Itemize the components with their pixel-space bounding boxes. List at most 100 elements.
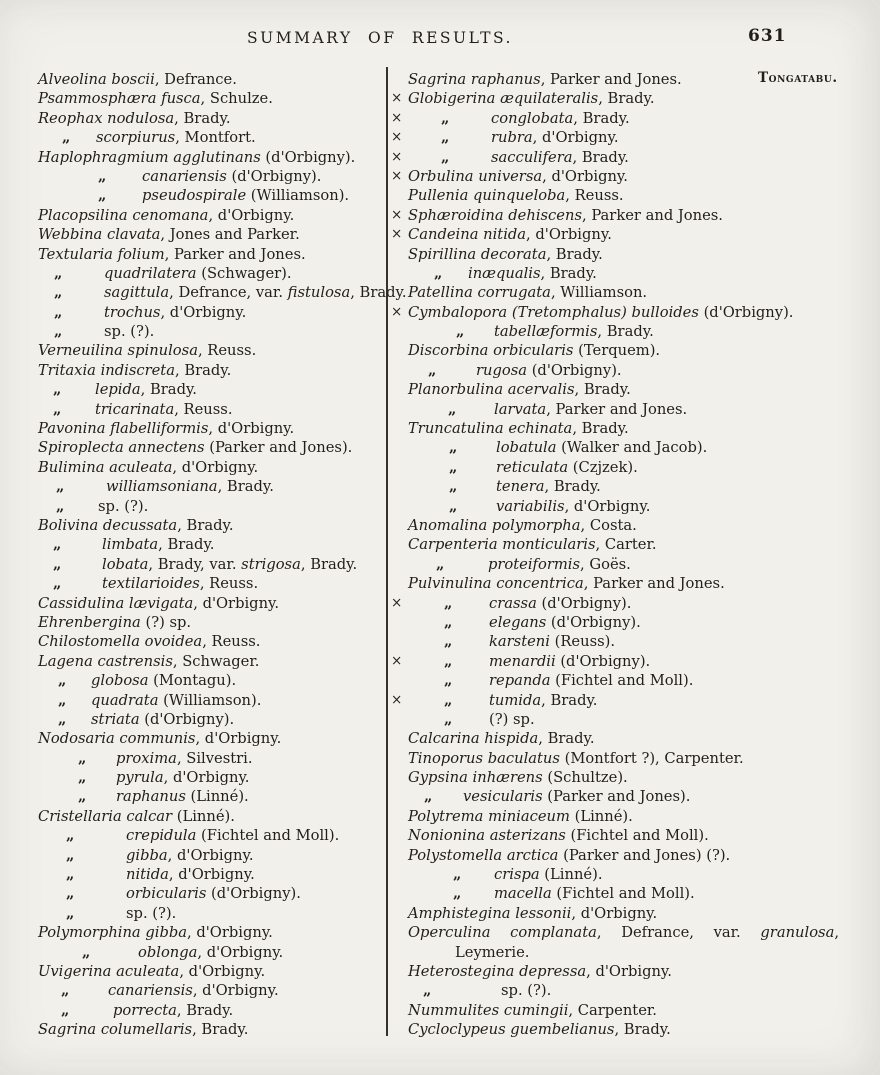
species-entry-text: Amphistegina lessonii, d'Orbigny. [408, 904, 874, 923]
species-line: „ (?) sp. [408, 710, 874, 729]
species-entry-text: rugosa (d'Orbigny). [476, 361, 874, 380]
species-entry-text: proteiformis, Goës. [488, 555, 874, 574]
taxon-name: williamsoniana [106, 478, 218, 496]
species-entry-text: limbata, Brady. [102, 535, 385, 554]
author-citation: , Reuss. [174, 400, 233, 418]
taxon-name: lepida [95, 381, 141, 399]
species-line: „ porrecta, Brady. [38, 1001, 385, 1020]
taxon-name: canariensis [142, 167, 227, 185]
ditto-mark: „ [428, 361, 437, 379]
ditto-mark: „ [449, 478, 458, 496]
species-line: × „ menardii (d'Orbigny). [391, 652, 874, 671]
ditto-mark: „ [444, 672, 453, 690]
species-entry-text: orbicularis (d'Orbigny). [126, 884, 385, 903]
taxon-name: proteiformis [488, 555, 581, 573]
author-citation: , Silvestri. [176, 749, 253, 767]
taxon-name: rugosa [476, 361, 528, 379]
taxon-name: Placopsilina cenomana [38, 206, 209, 224]
taxon-name: Alveolina boscii [38, 71, 155, 88]
taxon-name: Textularia folium [38, 245, 165, 263]
taxon-name: macella [494, 885, 552, 903]
species-line: „ tabellæformis, Brady. [408, 322, 874, 341]
ditto-mark: „ [434, 264, 443, 282]
author-citation: sp. (?). [98, 497, 149, 515]
taxon-name: pyrula [116, 769, 164, 787]
species-line: „ limbata, Brady. [38, 535, 385, 554]
author-citation: , d'Orbigny. [208, 206, 295, 224]
species-line: Bolivina decussata, Brady. [38, 516, 385, 535]
taxon-name: textilarioides [102, 575, 200, 593]
author-citation: , Brady. [174, 109, 231, 127]
author-citation: , Defrance, var. [169, 284, 288, 302]
author-citation: (Reuss). [549, 633, 616, 651]
ditto-mark: „ [436, 555, 445, 573]
ditto-mark: „ [441, 129, 450, 147]
author-citation: , Brady. [614, 1021, 671, 1039]
species-entry-text: Anomalina polymorpha, Costa. [408, 516, 874, 535]
author-citation: , Parker and Jones. [546, 400, 688, 418]
presence-cross-mark: × [391, 652, 403, 669]
ditto-mark: „ [53, 381, 62, 399]
species-entry-text: Chilostomella ovoidea, Reuss. [38, 632, 385, 651]
species-line: Planorbulina acervalis, Brady. [408, 380, 874, 399]
taxon-name: globosa [91, 672, 149, 690]
ditto-mark: „ [66, 846, 75, 864]
species-line: „ quadrilatera (Schwager). [38, 264, 385, 283]
author-citation: , Carter. [595, 536, 657, 554]
author-citation: , d'Orbigny. [172, 458, 259, 476]
taxon-name: tenera [496, 478, 545, 496]
species-line: Gypsina inhærens (Schultze). [408, 768, 874, 787]
species-entry-text: Polystomella arctica (Parker and Jones) … [408, 846, 874, 865]
species-line: „ tricarinata, Reuss. [38, 400, 385, 419]
species-entry-text: sp. (?). [104, 322, 385, 341]
species-line: „ sp. (?). [38, 904, 385, 923]
species-entry-text: crepidula (Fichtel and Moll). [126, 826, 385, 845]
species-line: „ variabilis, d'Orbigny. [408, 497, 874, 516]
author-citation: , Brady. [544, 478, 601, 496]
taxon-name: repanda [489, 672, 551, 690]
author-citation: , d'Orbigny. [586, 962, 672, 980]
author-citation: , Reuss. [197, 342, 257, 360]
author-citation: , d'Orbigny. [208, 420, 295, 438]
species-entry-text: Sagrina columellaris, Brady. [38, 1020, 385, 1039]
species-line: Cristellaria calcar (Linné). [38, 807, 385, 826]
author-citation: , d'Orbigny. [168, 866, 255, 884]
author-citation: (Schultze). [542, 769, 628, 787]
species-entry-text: Pulvinulina concentrica, Parker and Jone… [408, 574, 874, 593]
author-citation: , d'Orbigny. [193, 594, 280, 612]
author-citation: , Brady. [176, 1001, 234, 1019]
taxon-name: Orbulina universa [408, 167, 543, 185]
species-line: Truncatulina echinata, Brady. [408, 419, 874, 438]
author-citation: , d'Orbigny. [160, 303, 247, 321]
species-entry-text: sagittula, Defrance, var. fistulosa, Bra… [104, 283, 407, 302]
ditto-mark: „ [53, 400, 62, 418]
ditto-mark: „ [54, 323, 63, 341]
ditto-mark: „ [423, 982, 432, 1000]
taxon-name: Sphæroidina dehiscens [408, 206, 582, 224]
species-line: Calcarina hispida, Brady. [408, 729, 874, 748]
species-line: × „ tumida, Brady. [391, 691, 874, 710]
page-header-title: SUMMARY OF RESULTS. [247, 29, 513, 47]
species-line: Patellina corrugata, Williamson. [408, 283, 874, 302]
species-entry-text: Candeina nitida, d'Orbigny. [408, 225, 874, 244]
species-entry-text: pyrula, d'Orbigny. [116, 768, 385, 787]
species-entry-text: karsteni (Reuss). [489, 632, 874, 651]
taxon-name: Cymbalopora (Tretomphalus) bulloides [408, 303, 699, 321]
species-line: „ vesicularis (Parker and Jones). [408, 787, 874, 806]
taxon-name: Verneuilina spinulosa [38, 342, 198, 360]
species-line: Chilostomella ovoidea, Reuss. [38, 632, 385, 651]
taxon-name: quadrata [91, 691, 159, 709]
author-citation: (Linné). [539, 866, 603, 884]
author-citation: , Brady. [541, 691, 598, 709]
species-line: Placopsilina cenomana, d'Orbigny. [38, 206, 385, 225]
taxon-name: Gypsina inhærens [408, 769, 543, 787]
author-citation: sp. (?). [501, 982, 552, 1000]
taxon-name: crepidula [126, 827, 197, 845]
taxon-name: porrecta [113, 1001, 177, 1019]
species-entry-text: larvata, Parker and Jones. [494, 400, 874, 419]
species-entry-text: Cymbalopora (Tretomphalus) bulloides (d'… [408, 303, 874, 322]
author-citation: (Williamson). [158, 691, 262, 709]
species-list-column-left: Alveolina boscii, Defrance. Psammosphæra … [38, 70, 407, 1040]
author-citation: , Brady. [177, 516, 234, 534]
author-citation: (d'Orbigny). [527, 361, 622, 379]
